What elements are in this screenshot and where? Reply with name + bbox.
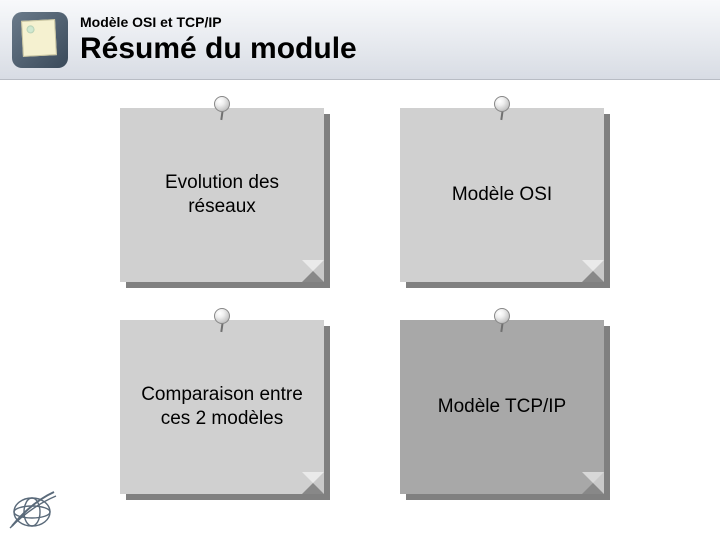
note-modele-tcpip: Modèle TCP/IP — [400, 320, 610, 500]
note-label: Comparaison entre ces 2 modèles — [132, 383, 312, 431]
globe-swoosh-icon — [6, 482, 58, 534]
content-area: Evolution des réseaux Modèle OSI Compara… — [0, 80, 720, 540]
note-comparaison-modeles: Comparaison entre ces 2 modèles — [120, 320, 330, 500]
note-label: Evolution des réseaux — [132, 171, 312, 219]
note-modele-osi: Modèle OSI — [400, 108, 610, 288]
breadcrumb: Modèle OSI et TCP/IP — [80, 14, 357, 30]
note-face: Modèle TCP/IP — [400, 320, 604, 494]
note-evolution-reseaux: Evolution des réseaux — [120, 108, 330, 288]
note-label: Modèle OSI — [452, 183, 552, 207]
note-app-icon — [12, 12, 68, 68]
note-face: Evolution des réseaux — [120, 108, 324, 282]
page-title: Résumé du module — [80, 32, 357, 66]
pushpin-icon — [212, 96, 232, 116]
pushpin-icon — [492, 96, 512, 116]
page-fold-icon — [582, 472, 604, 494]
page-fold-icon — [302, 472, 324, 494]
note-face: Modèle OSI — [400, 108, 604, 282]
note-label: Modèle TCP/IP — [438, 395, 566, 419]
note-face: Comparaison entre ces 2 modèles — [120, 320, 324, 494]
page-fold-icon — [582, 260, 604, 282]
pushpin-icon — [492, 308, 512, 328]
pushpin-icon — [212, 308, 232, 328]
header-text: Modèle OSI et TCP/IP Résumé du module — [80, 14, 357, 66]
header-bar: Modèle OSI et TCP/IP Résumé du module — [0, 0, 720, 80]
page-fold-icon — [302, 260, 324, 282]
